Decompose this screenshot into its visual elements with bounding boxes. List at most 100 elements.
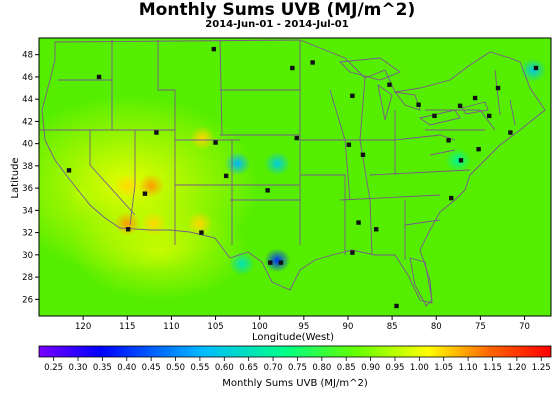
uvb-hotspot [189,126,216,151]
station-marker [449,195,454,201]
station-marker [211,46,216,52]
station-marker [278,260,284,265]
lon-tick-label: 105 [207,322,223,332]
uvb-hotspot [520,58,547,83]
station-marker [457,103,463,109]
station-marker [374,227,379,232]
lon-tick-label: 110 [163,322,179,332]
uvb-hotspot [114,211,141,236]
colorbar [38,345,552,358]
station-marker [533,65,539,71]
lon-tick-label: 115 [119,322,135,332]
lat-tick-label: 26 [22,295,33,305]
colorbar-tick-label: 0.65 [239,363,258,373]
colorbar-label: Monthly Sums UVB (MJ/m^2) [222,378,368,389]
uvb-hotspot [229,251,256,276]
uvb-hotspot [264,151,291,176]
latitude-axis: 48 46 44 42 40 38 36 34 32 30 28 26 [22,51,39,305]
lat-tick-label: 44 [22,95,33,105]
colorbar-tick-label: 0.50 [166,363,185,373]
colorbar-tick-label: 0.85 [337,363,356,373]
station-marker [142,191,148,196]
station-marker [154,130,159,135]
station-marker [446,138,451,143]
station-marker [66,168,72,173]
map-subtitle: 2014-Jun-01 - 2014-Jul-01 [205,19,349,30]
lat-tick-label: 46 [22,73,33,83]
station-marker [310,60,315,65]
map-frame [38,37,552,317]
uvb-hotspot [138,173,165,198]
station-marker [476,147,481,152]
longitude-axis: 120 115 110 105 100 95 90 85 80 75 70 [75,316,530,332]
lon-tick-label: 70 [519,322,530,332]
colorbar-tick-label: 1.00 [410,363,429,373]
uvb-hotspot [445,148,472,173]
lat-tick-label: 36 [22,184,33,194]
lat-tick-label: 28 [22,273,33,283]
lon-tick-label: 85 [387,322,398,332]
colorbar-tick-label: 1.20 [507,363,526,373]
lon-tick-label: 80 [431,322,442,332]
uvb-hotspot [186,211,213,236]
colorbar-tick-label: 0.45 [142,363,161,373]
colorbar-tick-label: 1.25 [532,363,551,373]
station-marker [350,250,355,255]
colorbar-tick-label: 0.90 [361,363,380,373]
station-marker [508,130,513,135]
station-marker [487,113,492,119]
station-marker [290,65,295,71]
colorbar-tick-label: 0.40 [117,363,136,373]
station-marker [416,102,421,107]
colorbar-tick-label: 0.70 [264,363,283,373]
station-marker [356,220,361,225]
station-marker [360,152,366,157]
florida-outline [409,257,433,307]
colorbar-tick-label: 0.60 [215,363,234,373]
colorbar-tick-label: 0.75 [288,363,307,373]
colorbar-tick-label: 0.80 [312,363,331,373]
station-marker [199,230,204,235]
lon-tick-label: 90 [343,322,354,332]
station-marker [346,142,352,147]
station-marker [495,85,501,91]
station-marker [387,82,392,87]
stations-layer [66,46,539,309]
station-marker [350,93,355,99]
lat-tick-label: 38 [22,162,33,172]
lon-tick-label: 100 [252,322,268,332]
uvb-hotspot [264,248,291,273]
lat-tick-label: 42 [22,117,33,127]
station-marker [125,227,131,232]
lat-tick-label: 40 [22,140,33,150]
lon-tick-label: 95 [298,322,309,332]
station-marker [268,260,273,265]
station-marker [394,303,399,309]
great-lakes [339,57,489,126]
station-marker [432,113,437,119]
lat-tick-label: 32 [22,229,33,239]
colorbar-tick-label: 1.10 [459,363,478,373]
lat-tick-label: 48 [22,51,33,61]
colorbar-tick-label: 0.35 [93,363,112,373]
state-borders [40,39,546,304]
lon-tick-label: 120 [75,322,91,332]
station-marker [96,74,102,80]
colorbar-tick-label: 1.15 [483,363,502,373]
map-canvas [39,38,551,316]
lat-tick-label: 30 [22,251,33,261]
station-marker [213,140,218,145]
map-title: Monthly Sums UVB (MJ/m^2) [138,0,416,20]
uvb-hotspot [224,151,251,176]
colorbar-tick-label: 0.30 [69,363,88,373]
station-marker [265,188,270,193]
uvb-hotspot [114,173,141,198]
latitude-label: Latitude [10,157,21,198]
station-marker [472,95,478,101]
station-marker [223,173,229,179]
colorbar-tick-label: 0.55 [190,363,209,373]
colorbar-tick-label: 0.25 [44,363,63,373]
lat-tick-label: 34 [22,206,33,216]
longitude-label: Longitude(West) [252,332,334,343]
